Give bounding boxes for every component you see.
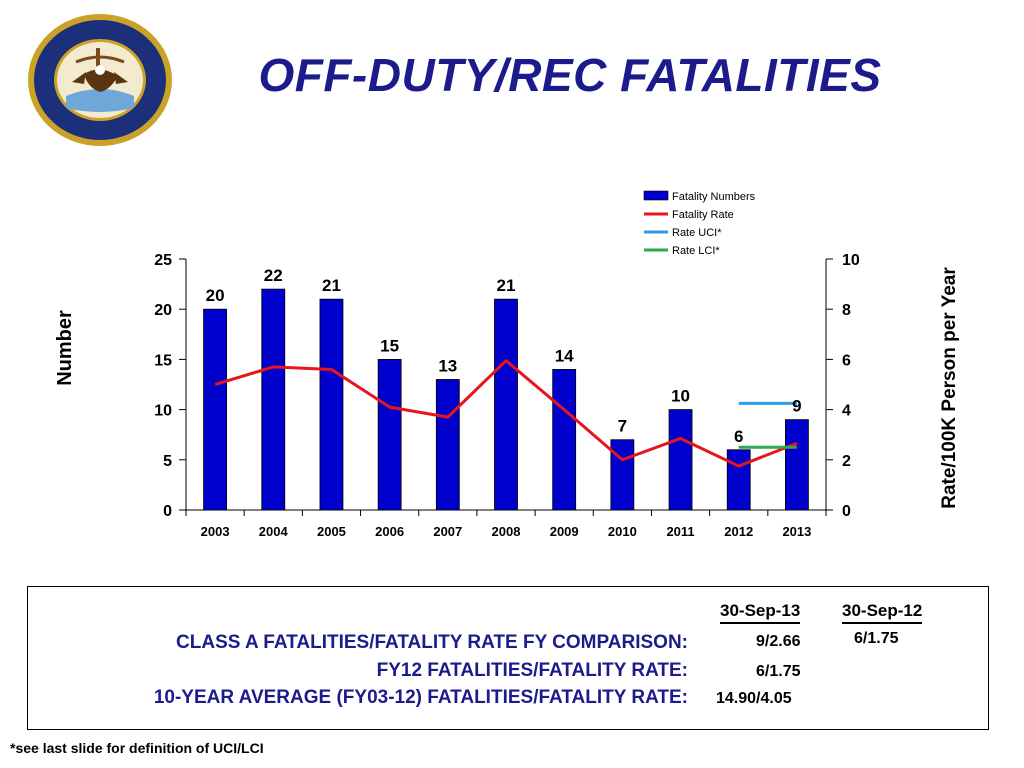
bar: [261, 288, 286, 511]
data-label: 10: [671, 387, 690, 406]
line-series: [214, 359, 798, 468]
y2-axis-label: Rate/100K Person per Year: [939, 267, 960, 509]
bar: [610, 439, 635, 511]
y-axis-label: Number: [54, 310, 76, 386]
x-tick-label: 2003: [201, 524, 230, 539]
y2-tick-label: 10: [842, 252, 860, 269]
data-label: 22: [264, 266, 283, 285]
y-tick-label: 10: [154, 403, 172, 420]
fatality-rate-line: [214, 359, 798, 468]
legend-label: Fatality Rate: [672, 209, 734, 221]
bar: [319, 298, 344, 511]
chart-legend: Fatality Numbers Fatality Rate Rate UCI* Ra…: [643, 190, 756, 257]
y-tick-label: 5: [163, 453, 172, 470]
legend-label: Rate LCI*: [672, 245, 720, 257]
bar: [435, 379, 460, 511]
legend-swatch-bar: [643, 190, 669, 201]
y2-tick-label: 4: [842, 403, 851, 420]
x-tick-label: 2004: [259, 524, 289, 539]
data-label: 21: [497, 276, 516, 295]
data-labels: 20 22 21 15 13 21 14 7 10 6 9: [206, 266, 802, 446]
legend-label: Rate UCI*: [672, 227, 722, 239]
data-label: 15: [380, 336, 399, 355]
row1-value2: 6/1.75: [854, 630, 899, 647]
data-label: 20: [206, 286, 225, 305]
summary-box: 30-Sep-13 30-Sep-12 CLASS A FATALITIES/F…: [27, 586, 989, 730]
y2-tick-label: 8: [842, 302, 851, 319]
x-tick-label: 2005: [317, 524, 346, 539]
data-label: 7: [618, 417, 627, 436]
bar: [377, 358, 402, 511]
x-tick-label: 2008: [492, 524, 521, 539]
data-label: 6: [734, 427, 743, 446]
bar: [203, 308, 227, 511]
x-tick-label: 2007: [433, 524, 462, 539]
chart-axes: 0 5 10 15 20 25 0 2 4 6 8 10 2003 2004 2005 2006 2007 200…: [154, 252, 860, 539]
data-label: 21: [322, 276, 341, 295]
footnote: *see last slide for definition of UCI/LC…: [10, 740, 264, 756]
row1-label: CLASS A FATALITIES/FATALITY RATE FY COMP…: [176, 632, 688, 653]
y-tick-label: 0: [163, 503, 172, 520]
bar: [668, 409, 693, 511]
row2-value1: 6/1.75: [756, 663, 801, 680]
y-tick-label: 20: [154, 302, 172, 319]
x-tick-label: 2009: [550, 524, 579, 539]
data-label: 9: [792, 397, 801, 416]
bar: [494, 298, 518, 511]
x-tick-label: 2010: [608, 524, 637, 539]
bar: [552, 369, 577, 511]
y2-tick-label: 6: [842, 352, 851, 369]
navy-seal-logo: [28, 14, 172, 146]
row2-label: FY12 FATALITIES/FATALITY RATE:: [376, 660, 688, 681]
row3-value1: 14.90/4.05: [716, 690, 792, 707]
col2-header: 30-Sep-12: [842, 601, 923, 624]
page-title: OFF-DUTY/REC FATALITIES: [258, 49, 882, 101]
y-tick-label: 15: [154, 352, 172, 369]
bar: [726, 449, 751, 511]
y-tick-label: 25: [154, 252, 172, 269]
data-label: 14: [555, 346, 574, 365]
x-tick-label: 2012: [724, 524, 753, 539]
x-tick-label: 2006: [375, 524, 404, 539]
y2-tick-label: 0: [842, 503, 851, 520]
y2-tick-label: 2: [842, 453, 851, 470]
row3-label: 10-YEAR AVERAGE (FY03-12) FATALITIES/FAT…: [153, 687, 688, 708]
col1-header: 30-Sep-13: [720, 601, 801, 624]
x-tick-label: 2013: [782, 524, 811, 539]
data-label: 13: [438, 356, 457, 375]
row1-value1: 9/2.66: [756, 633, 801, 650]
bar-series: [203, 288, 809, 511]
legend-label: Fatality Numbers: [672, 191, 756, 203]
x-tick-label: 2011: [666, 524, 694, 539]
fatalities-chart: Fatality Numbers Fatality Rate Rate UCI* Ra…: [54, 190, 960, 539]
bar: [785, 419, 809, 511]
